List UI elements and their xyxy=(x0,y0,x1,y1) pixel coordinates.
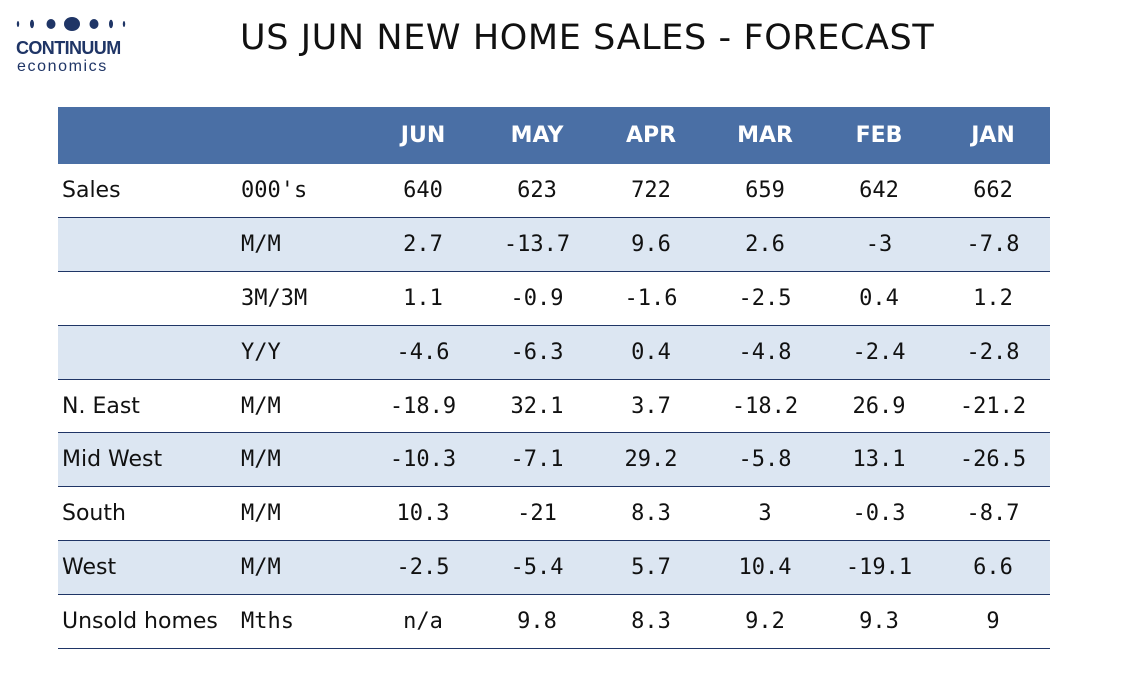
value-cell: 1.2 xyxy=(936,271,1050,326)
value-cell: 642 xyxy=(822,164,936,219)
value-cell: 2.7 xyxy=(366,217,480,273)
value-cell: -2.5 xyxy=(708,271,822,326)
row-unit: M/M xyxy=(241,379,366,434)
value-cell: 5.7 xyxy=(594,540,708,595)
value-cell: -0.9 xyxy=(480,271,594,326)
row-label: South xyxy=(58,486,241,542)
page-title: US JUN NEW HOME SALES - FORECAST xyxy=(240,18,935,58)
row-unit: Y/Y xyxy=(241,325,366,380)
row-unit: 000's xyxy=(241,164,366,219)
value-cell: 623 xyxy=(480,164,594,219)
logo-dots-icon xyxy=(16,17,126,31)
column-header: MAR xyxy=(737,123,793,148)
value-cell: -8.7 xyxy=(936,486,1050,542)
value-cell: 0.4 xyxy=(822,271,936,326)
table-header-row: JUN MAY APR MAR FEB JAN xyxy=(58,107,1050,164)
value-cell: -0.3 xyxy=(822,486,936,542)
value-cell: 662 xyxy=(936,164,1050,219)
value-cell: 10.3 xyxy=(366,486,480,542)
row-label: Sales xyxy=(58,164,241,219)
row-label xyxy=(58,217,241,273)
value-cell: 8.3 xyxy=(594,486,708,542)
value-cell: 9.2 xyxy=(708,594,822,649)
table-row: 3M/3M 1.1 -0.9 -1.6 -2.5 0.4 1.2 xyxy=(58,271,1050,326)
table-row: Mid West M/M -10.3 -7.1 29.2 -5.8 13.1 -26.5 xyxy=(58,432,1050,488)
value-cell: n/a xyxy=(366,594,480,649)
row-unit: 3M/3M xyxy=(241,271,366,326)
value-cell: -7.1 xyxy=(480,432,594,488)
table-row: N. East M/M -18.9 32.1 3.7 -18.2 26.9 -21.2 xyxy=(58,379,1050,434)
value-cell: 6.6 xyxy=(936,540,1050,595)
forecast-table-container: JUN MAY APR MAR FEB JAN Sales 000's 640 623 722 65… xyxy=(58,107,1050,649)
logo-sub-text: economics xyxy=(17,58,108,75)
value-cell: -4.8 xyxy=(708,325,822,380)
column-header: FEB xyxy=(855,123,903,148)
value-cell: 0.4 xyxy=(594,325,708,380)
value-cell: -5.8 xyxy=(708,432,822,488)
value-cell: 640 xyxy=(366,164,480,219)
table-body: Sales 000's 640 623 722 659 642 662 M/M 2.7 -13.7 9… xyxy=(58,164,1050,649)
company-logo: CONTINUUM economics xyxy=(14,14,134,76)
value-cell: -26.5 xyxy=(936,432,1050,488)
row-unit: M/M xyxy=(241,217,366,273)
value-cell: -1.6 xyxy=(594,271,708,326)
value-cell: 13.1 xyxy=(822,432,936,488)
value-cell: -18.2 xyxy=(708,379,822,434)
value-cell: -21 xyxy=(480,486,594,542)
value-cell: 722 xyxy=(594,164,708,219)
row-label: Unsold homes xyxy=(58,594,241,649)
table-row: Unsold homes Mths n/a 9.8 8.3 9.2 9.3 9 xyxy=(58,594,1050,649)
column-header: MAY xyxy=(510,123,564,148)
value-cell: -18.9 xyxy=(366,379,480,434)
value-cell: -13.7 xyxy=(480,217,594,273)
value-cell: -21.2 xyxy=(936,379,1050,434)
row-unit: Mths xyxy=(241,594,366,649)
value-cell: 2.6 xyxy=(708,217,822,273)
table-row: Sales 000's 640 623 722 659 642 662 xyxy=(58,164,1050,219)
value-cell: 9.6 xyxy=(594,217,708,273)
row-label xyxy=(58,325,241,380)
value-cell: -10.3 xyxy=(366,432,480,488)
column-header xyxy=(58,107,241,164)
value-cell: -19.1 xyxy=(822,540,936,595)
row-label xyxy=(58,271,241,326)
value-cell: 3.7 xyxy=(594,379,708,434)
table-row: West M/M -2.5 -5.4 5.7 10.4 -19.1 6.6 xyxy=(58,540,1050,595)
column-header xyxy=(241,107,366,164)
value-cell: -2.8 xyxy=(936,325,1050,380)
table-row: Y/Y -4.6 -6.3 0.4 -4.8 -2.4 -2.8 xyxy=(58,325,1050,380)
row-unit: M/M xyxy=(241,486,366,542)
forecast-table: JUN MAY APR MAR FEB JAN Sales 000's 640 623 722 65… xyxy=(58,107,1050,649)
value-cell: 9.3 xyxy=(822,594,936,649)
value-cell: -6.3 xyxy=(480,325,594,380)
row-unit: M/M xyxy=(241,540,366,595)
value-cell: -2.5 xyxy=(366,540,480,595)
value-cell: 10.4 xyxy=(708,540,822,595)
value-cell: 659 xyxy=(708,164,822,219)
value-cell: -5.4 xyxy=(480,540,594,595)
value-cell: 32.1 xyxy=(480,379,594,434)
value-cell: -7.8 xyxy=(936,217,1050,273)
value-cell: 26.9 xyxy=(822,379,936,434)
row-label: N. East xyxy=(58,379,241,434)
table-row: M/M 2.7 -13.7 9.6 2.6 -3 -7.8 xyxy=(58,217,1050,273)
value-cell: 29.2 xyxy=(594,432,708,488)
value-cell: 8.3 xyxy=(594,594,708,649)
value-cell: 3 xyxy=(708,486,822,542)
value-cell: 9 xyxy=(936,594,1050,649)
row-unit: M/M xyxy=(241,432,366,488)
value-cell: -2.4 xyxy=(822,325,936,380)
value-cell: -4.6 xyxy=(366,325,480,380)
row-label: West xyxy=(58,540,241,595)
table-row: South M/M 10.3 -21 8.3 3 -0.3 -8.7 xyxy=(58,486,1050,542)
logo-brand-text: CONTINUUM xyxy=(16,38,121,58)
column-header: APR xyxy=(625,123,677,148)
value-cell: 9.8 xyxy=(480,594,594,649)
row-label: Mid West xyxy=(58,432,241,488)
value-cell: 1.1 xyxy=(366,271,480,326)
value-cell: -3 xyxy=(822,217,936,273)
column-header: JAN xyxy=(971,123,1015,148)
column-header: JUN xyxy=(400,123,446,148)
